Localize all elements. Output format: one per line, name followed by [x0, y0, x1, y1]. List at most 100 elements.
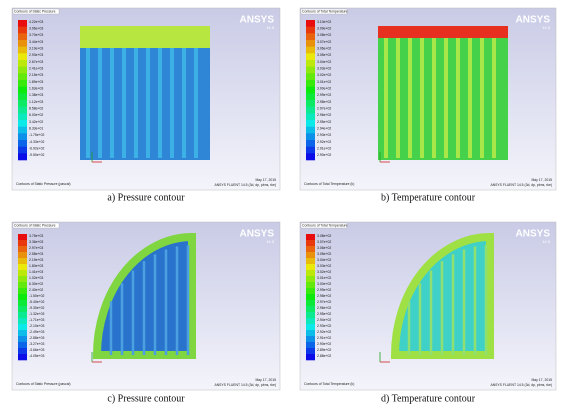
legend-swatch: [306, 153, 315, 161]
legend-swatch: [306, 330, 315, 337]
legend-swatch: [18, 246, 27, 253]
version: 14.5: [542, 239, 551, 244]
legend-swatch: [18, 40, 27, 47]
footer-left: Contours of Static Pressure (pascal): [16, 182, 70, 186]
legend-swatch: [306, 294, 315, 301]
legend-swatch: [18, 294, 27, 301]
legend-swatch: [18, 342, 27, 349]
legend-swatch: [18, 258, 27, 265]
legend-swatch: [306, 20, 315, 27]
stripe: [134, 48, 138, 158]
legend-label: 3.42e+02: [29, 120, 43, 124]
stripe: [456, 38, 460, 158]
tab: [300, 8, 348, 15]
legend-swatch: [18, 100, 27, 107]
legend-label: -4.05e+03: [29, 354, 44, 358]
legend-label: 2.41e+03: [29, 67, 43, 71]
legend-label: 2.98e+02: [317, 294, 331, 298]
legend-label: 3.75e+03: [29, 234, 43, 238]
stripe: [170, 48, 174, 158]
legend-label: 1.38e+03: [29, 93, 43, 97]
legend-label: 3.96e+03: [29, 27, 43, 31]
legend-swatch: [306, 93, 315, 101]
legend-label: -1.75e+02: [29, 133, 44, 137]
legend-label: -1.71e+03: [29, 318, 44, 322]
legend-label: 2.99e+02: [317, 288, 331, 292]
logo: ANSYS: [516, 229, 551, 240]
legend-swatch: [18, 336, 27, 343]
legend-swatch: [18, 306, 27, 313]
tab-title: Contours of Total Temperature: [302, 223, 348, 227]
legend-swatch: [18, 113, 27, 121]
legend-label: 2.15e+03: [29, 73, 43, 77]
legend-label: -1.50e+02: [29, 294, 44, 298]
legend-swatch: [306, 106, 315, 114]
logo: ANSYS: [240, 229, 275, 240]
legend-swatch: [18, 73, 27, 81]
legend-label: 3.03e+02: [317, 264, 331, 268]
date: May 17, 2015: [255, 178, 276, 182]
legend-label: 2.95e+02: [317, 120, 331, 124]
legend-swatch: [306, 318, 315, 325]
legend-label: 2.96e+02: [317, 306, 331, 310]
legend-swatch: [306, 53, 315, 61]
legend-label: 2.97e+02: [317, 300, 331, 304]
legend-swatch: [306, 348, 315, 355]
legend-swatch: [18, 312, 27, 319]
legend-label: 2.93e+03: [29, 53, 43, 57]
legend-swatch: [18, 133, 27, 141]
legend-swatch: [306, 126, 315, 134]
legend-swatch: [306, 312, 315, 319]
legend-swatch: [306, 354, 315, 361]
legend-swatch: [18, 106, 27, 114]
legend-label: 6.00e+02: [29, 113, 43, 117]
legend-swatch: [306, 113, 315, 121]
legend-label: 3.08e+02: [317, 33, 331, 37]
legend-swatch: [306, 140, 315, 147]
date: May 17, 2015: [255, 378, 276, 382]
legend-label: 2.91e+02: [317, 336, 331, 340]
stripe: [98, 48, 102, 158]
date: May 17, 2015: [531, 178, 552, 182]
legend-swatch: [18, 120, 27, 127]
legend-label: 8.58e+02: [29, 107, 43, 111]
footer-right: ANSYS FLUENT 14.5 (3d, dp, pbns, rke): [214, 183, 276, 187]
legend-label: 3.36e+03: [29, 240, 43, 244]
legend-swatch: [306, 86, 315, 94]
legend-label: 2.96e+02: [317, 113, 331, 117]
legend-swatch: [18, 140, 27, 147]
legend-swatch: [18, 66, 27, 74]
legend-label: -4.33e+02: [29, 140, 44, 144]
legend-swatch: [306, 258, 315, 265]
legend-label: 2.92e+02: [317, 140, 331, 144]
top-band: [80, 26, 210, 48]
legend-label: 3.08e+02: [317, 234, 331, 238]
legend-label: 1.80e+03: [29, 264, 43, 268]
legend-label: -2.10e+03: [29, 324, 44, 328]
legend-swatch: [18, 354, 27, 361]
tab: [300, 222, 348, 229]
stripe: [492, 38, 496, 158]
legend-label: -1.32e+03: [29, 312, 44, 316]
legend-swatch: [306, 342, 315, 349]
legend-swatch: [18, 60, 27, 67]
stripe: [122, 48, 126, 158]
legend-label: 2.99e+02: [317, 93, 331, 97]
legend-label: 3.06e+02: [317, 246, 331, 250]
footer-left: Contours of Total Temperature (k): [304, 182, 354, 186]
legend-swatch: [306, 46, 315, 54]
legend-label: 2.94e+02: [317, 127, 331, 131]
legend-swatch: [18, 46, 27, 54]
legend-label: 3.09e+02: [317, 27, 331, 31]
date: May 17, 2015: [531, 378, 552, 382]
legend-label: 2.58e+03: [29, 252, 43, 256]
legend-swatch: [306, 282, 315, 289]
legend-label: 2.67e+03: [29, 60, 43, 64]
tab-title: Contours of Static Pressure: [14, 223, 56, 227]
legend-swatch: [306, 146, 315, 154]
legend-label: 3.05e+02: [317, 53, 331, 57]
legend-swatch: [18, 300, 27, 307]
legend-label: 2.90e+02: [317, 153, 331, 157]
legend-label: 3.44e+03: [29, 40, 43, 44]
